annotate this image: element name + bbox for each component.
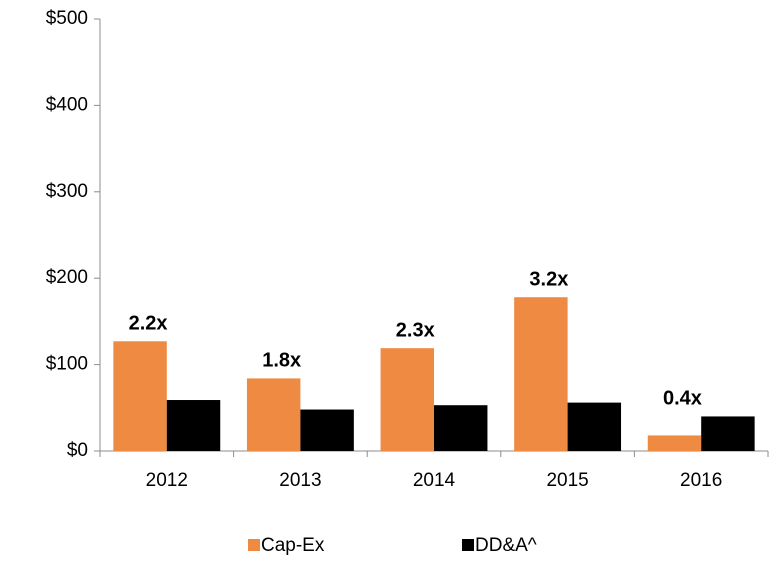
x-tick-label: 2015 <box>546 470 588 491</box>
legend-label: Cap-Ex <box>261 535 325 556</box>
y-tick-label: $200 <box>46 267 88 288</box>
x-tick-label: 2013 <box>279 470 321 491</box>
legend-label: DD&A^ <box>475 535 537 556</box>
bar <box>300 409 354 451</box>
bar <box>380 348 434 451</box>
y-tick-label: $400 <box>46 94 88 115</box>
x-tick-label: 2014 <box>413 470 456 491</box>
bar-annotation: 2.2x <box>129 313 168 335</box>
bar-annotation: 2.3x <box>396 319 435 341</box>
bar-annotation: 0.4x <box>663 388 702 410</box>
bar <box>166 400 221 451</box>
bar-annotation: 1.8x <box>262 350 301 372</box>
bar-annotation: 3.2x <box>529 268 568 290</box>
y-tick-label: $300 <box>46 181 88 202</box>
y-tick-label: $500 <box>46 8 88 29</box>
bar <box>567 402 622 451</box>
bar <box>434 405 488 451</box>
bar <box>246 378 301 451</box>
legend-swatch <box>462 539 474 551</box>
bar <box>113 341 167 451</box>
x-tick-label: 2012 <box>146 470 188 491</box>
y-tick-label: $0 <box>67 440 88 461</box>
bar <box>701 416 755 451</box>
bar <box>647 435 702 451</box>
bar <box>514 297 568 451</box>
legend-swatch <box>248 539 260 551</box>
y-tick-label: $100 <box>46 354 88 375</box>
x-tick-label: 2016 <box>680 470 722 491</box>
